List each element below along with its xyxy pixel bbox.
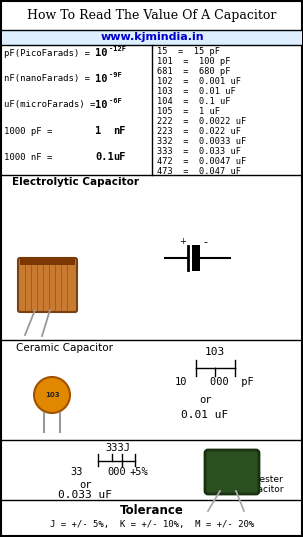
Text: Polyester: Polyester (241, 475, 283, 484)
Text: 332  =  0.0033 uF: 332 = 0.0033 uF (157, 137, 246, 147)
Text: How To Read The Value Of A Capacitor: How To Read The Value Of A Capacitor (27, 10, 277, 23)
Text: pF(PicoFarads) =: pF(PicoFarads) = (4, 48, 90, 57)
Text: 1000 nF =: 1000 nF = (4, 153, 52, 162)
Bar (2, 30, 302, 45)
Text: J = +/- 5%,  K = +/- 10%,  M = +/- 20%: J = +/- 5%, K = +/- 10%, M = +/- 20% (50, 519, 254, 528)
Text: 000  pF: 000 pF (210, 377, 254, 387)
Text: -12F: -12F (109, 46, 126, 52)
Text: 1: 1 (95, 126, 101, 136)
Text: 105  =  1 uF: 105 = 1 uF (157, 107, 220, 117)
Text: 102  =  0.001 uF: 102 = 0.001 uF (157, 77, 241, 86)
Text: 103  =  0.01 uF: 103 = 0.01 uF (157, 88, 236, 97)
Text: 473  =  0.047 uF: 473 = 0.047 uF (157, 168, 241, 177)
Text: 10: 10 (95, 48, 108, 58)
Text: -9F: -9F (109, 72, 122, 78)
Text: 0.1: 0.1 (95, 152, 114, 162)
Text: 333J: 333J (105, 443, 131, 453)
Text: 333  =  0.033 uF: 333 = 0.033 uF (157, 148, 241, 156)
FancyBboxPatch shape (18, 258, 77, 312)
Text: nF(nanoFarads) =: nF(nanoFarads) = (4, 75, 90, 83)
Text: Capacitor: Capacitor (240, 485, 284, 495)
Text: +: + (180, 237, 186, 246)
Text: 0.01 uF: 0.01 uF (181, 410, 229, 420)
Text: -: - (203, 237, 207, 247)
Text: uF(microFarads) =: uF(microFarads) = (4, 100, 95, 110)
Text: 104  =  0.1 uF: 104 = 0.1 uF (157, 98, 231, 106)
Text: www.kjmindia.in: www.kjmindia.in (100, 32, 204, 42)
Text: +5%: +5% (130, 467, 149, 477)
Ellipse shape (34, 377, 70, 413)
Text: or: or (199, 395, 211, 405)
Text: 103: 103 (205, 347, 225, 357)
Text: nF: nF (113, 126, 125, 136)
Text: 1000 pF =: 1000 pF = (4, 127, 52, 135)
Bar (192, 245, 200, 271)
Text: 10: 10 (95, 100, 108, 110)
Text: 10: 10 (95, 74, 108, 84)
Text: Tolerance: Tolerance (120, 504, 184, 517)
Text: 15  =  15 pF: 15 = 15 pF (157, 47, 220, 56)
Text: 33: 33 (70, 467, 82, 477)
Text: 472  =  0.0047 uF: 472 = 0.0047 uF (157, 157, 246, 166)
Text: Electrolytic Capacitor: Electrolytic Capacitor (12, 177, 139, 187)
Bar (20, 257, 75, 265)
Text: or: or (79, 480, 91, 490)
Text: 0.033 uF: 0.033 uF (58, 490, 112, 500)
FancyBboxPatch shape (205, 450, 259, 494)
Text: Ceramic Capacitor: Ceramic Capacitor (16, 343, 114, 353)
Text: 000: 000 (107, 467, 126, 477)
Text: uF: uF (113, 152, 125, 162)
Text: 103: 103 (45, 392, 59, 398)
Text: 10: 10 (175, 377, 188, 387)
Text: 222  =  0.0022 uF: 222 = 0.0022 uF (157, 118, 246, 127)
Text: 681  =  680 pF: 681 = 680 pF (157, 68, 231, 76)
Text: 101  =  100 pF: 101 = 100 pF (157, 57, 231, 67)
Text: 223  =  0.022 uF: 223 = 0.022 uF (157, 127, 241, 136)
Text: -6F: -6F (109, 98, 122, 104)
